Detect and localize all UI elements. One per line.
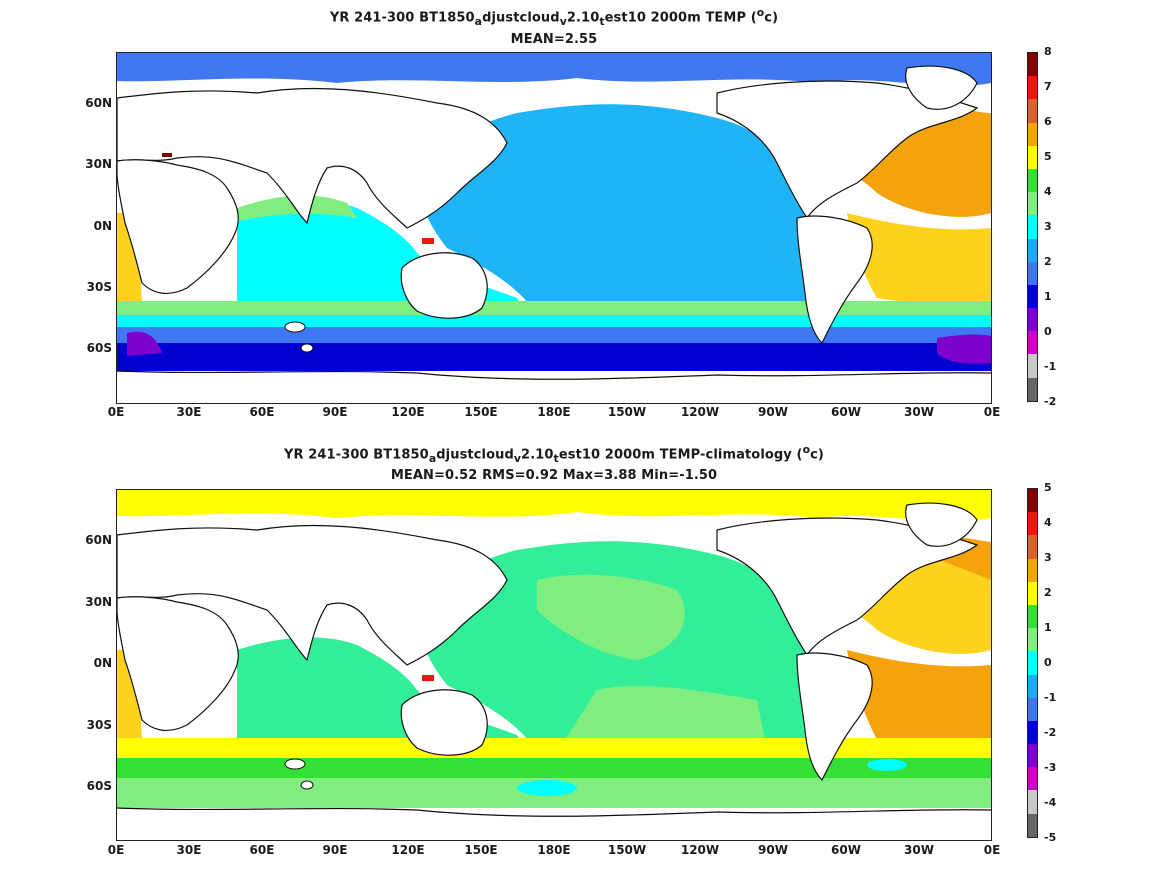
colorbar-segment — [1028, 558, 1037, 582]
colorbar-segment — [1028, 697, 1037, 721]
lon-label: 150W — [607, 843, 647, 857]
colorbar-segment — [1028, 744, 1037, 768]
lon-label: 150E — [464, 843, 498, 857]
colorbar-label: 5 — [1044, 481, 1052, 494]
colorbar-segment — [1028, 192, 1037, 216]
panel-bottom-stats: MEAN=0.52 RMS=0.92 Max=3.88 Min=-1.50 — [390, 468, 718, 483]
colorbar-segment — [1028, 122, 1037, 146]
panel-bottom-title: YR 241-300 BT1850adjustcloudv2.10test10 … — [284, 443, 824, 465]
lat-label: 30S — [86, 718, 112, 732]
colorbar-segment — [1028, 99, 1037, 123]
colorbar-label: 7 — [1044, 80, 1052, 93]
colorbar-segment — [1028, 377, 1037, 401]
lon-label: 0E — [107, 405, 125, 419]
lat-label: 0N — [93, 656, 112, 670]
map-top-svg — [117, 53, 991, 403]
lat-label: 30S — [86, 280, 112, 294]
colorbar-top — [1027, 52, 1038, 402]
colorbar-segment — [1028, 145, 1037, 169]
lon-label: 90E — [322, 405, 348, 419]
panel-top-stats: MEAN=2.55 — [510, 32, 598, 47]
colorbar-segment — [1028, 651, 1037, 675]
colorbar-segment — [1028, 284, 1037, 309]
colorbar-segment — [1028, 489, 1037, 513]
lon-label: 90W — [758, 405, 788, 419]
colorbar-label: 8 — [1044, 45, 1052, 58]
lon-label: 30E — [176, 405, 202, 419]
lat-label: 60S — [86, 779, 112, 793]
colorbar-segment — [1028, 53, 1037, 77]
colorbar-label: 6 — [1044, 115, 1052, 128]
lon-label: 180E — [537, 405, 571, 419]
lon-label: 30W — [904, 843, 934, 857]
colorbar-label: -5 — [1044, 831, 1057, 844]
lat-label: 30N — [85, 595, 112, 609]
lon-label: 60W — [831, 843, 861, 857]
colorbar-bottom — [1027, 488, 1038, 838]
colorbar-label: -3 — [1044, 761, 1057, 774]
colorbar-segment — [1028, 535, 1037, 559]
colorbar-segment — [1028, 674, 1037, 698]
lon-label: 60E — [249, 405, 275, 419]
colorbar-label: 1 — [1044, 290, 1052, 303]
colorbar-label: 3 — [1044, 220, 1052, 233]
colorbar-segment — [1028, 308, 1037, 332]
colorbar-segment — [1028, 767, 1037, 791]
lon-label: 0E — [983, 843, 1001, 857]
panel-top-title: YR 241-300 BT1850adjustcloudv2.10test10 … — [329, 6, 779, 28]
map-bottom — [116, 489, 992, 841]
lat-label: 60N — [85, 533, 112, 547]
colorbar-label: -4 — [1044, 796, 1057, 809]
map-top — [116, 52, 992, 404]
lon-label: 90W — [758, 843, 788, 857]
lon-label: 60E — [249, 843, 275, 857]
colorbar-segment — [1028, 76, 1037, 100]
colorbar-segment — [1028, 628, 1037, 652]
colorbar-label: 1 — [1044, 621, 1052, 634]
colorbar-segment — [1028, 720, 1037, 745]
lat-label: 60N — [85, 96, 112, 110]
lat-label: 30N — [85, 157, 112, 171]
colorbar-label: 5 — [1044, 150, 1052, 163]
colorbar-label: 2 — [1044, 255, 1052, 268]
colorbar-segment — [1028, 813, 1037, 837]
colorbar-label: -2 — [1044, 726, 1057, 739]
lon-label: 0E — [107, 843, 125, 857]
lon-label: 120W — [680, 843, 720, 857]
lon-label: 90E — [322, 843, 348, 857]
colorbar-label: 4 — [1044, 185, 1052, 198]
colorbar-label: -1 — [1044, 360, 1057, 373]
lon-label: 180E — [537, 843, 571, 857]
colorbar-segment — [1028, 354, 1037, 378]
lon-label: 120E — [391, 405, 425, 419]
colorbar-segment — [1028, 604, 1037, 629]
colorbar-segment — [1028, 512, 1037, 536]
colorbar-label: 0 — [1044, 656, 1052, 669]
colorbar-segment — [1028, 168, 1037, 193]
lon-label: 120E — [391, 843, 425, 857]
colorbar-label: -2 — [1044, 395, 1057, 408]
colorbar-label: 2 — [1044, 586, 1052, 599]
lon-label: 150E — [464, 405, 498, 419]
lon-label: 30E — [176, 843, 202, 857]
lat-label: 60S — [86, 341, 112, 355]
colorbar-segment — [1028, 238, 1037, 262]
colorbar-label: 4 — [1044, 516, 1052, 529]
colorbar-segment — [1028, 581, 1037, 605]
colorbar-segment — [1028, 331, 1037, 355]
colorbar-segment — [1028, 215, 1037, 239]
lon-label: 60W — [831, 405, 861, 419]
lon-label: 0E — [983, 405, 1001, 419]
colorbar-segment — [1028, 261, 1037, 285]
map-bottom-svg — [117, 490, 991, 840]
lon-label: 120W — [680, 405, 720, 419]
lon-label: 30W — [904, 405, 934, 419]
colorbar-label: -1 — [1044, 691, 1057, 704]
colorbar-segment — [1028, 790, 1037, 814]
lat-label: 0N — [93, 219, 112, 233]
colorbar-label: 3 — [1044, 551, 1052, 564]
colorbar-label: 0 — [1044, 325, 1052, 338]
lon-label: 150W — [607, 405, 647, 419]
